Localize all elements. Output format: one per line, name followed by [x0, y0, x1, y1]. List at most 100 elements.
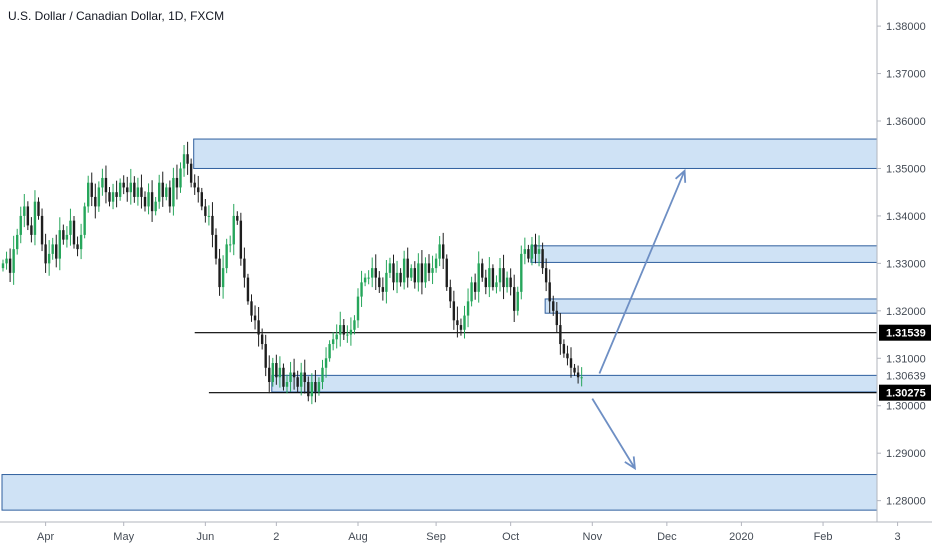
candle-body	[491, 268, 495, 288]
x-tick-label: 3	[895, 531, 901, 543]
candle-body	[495, 282, 498, 288]
y-tick-label: 1.38000	[886, 21, 926, 33]
candle-body	[417, 263, 420, 283]
candle-body	[307, 382, 310, 397]
candle	[438, 236, 441, 267]
x-tick-label: 2020	[729, 531, 753, 543]
candle-body	[527, 249, 530, 259]
candle	[133, 176, 136, 203]
candle	[374, 254, 377, 291]
candle	[37, 197, 40, 220]
candle-body	[431, 268, 434, 273]
candle	[449, 279, 452, 309]
candle	[111, 183, 115, 210]
x-tick-label: Nov	[583, 531, 603, 543]
candle-body	[37, 201, 40, 216]
x-tick-label: Dec	[657, 531, 677, 543]
candle-body	[314, 382, 317, 392]
candle-body	[339, 325, 342, 335]
y-tick-label: 1.31000	[886, 353, 926, 365]
y-tick-label: 1.33000	[886, 258, 926, 270]
candle	[335, 324, 338, 349]
candle-body	[218, 258, 221, 288]
candle	[523, 237, 527, 265]
candle	[395, 260, 399, 294]
candle	[388, 257, 392, 278]
candle	[136, 177, 140, 206]
x-tick-label: Apr	[37, 531, 54, 543]
candle-body	[97, 187, 101, 207]
candle-body	[434, 258, 438, 269]
candle	[165, 183, 168, 201]
candle-body	[427, 263, 431, 273]
supply-demand-zone-4	[1, 474, 878, 511]
candle-body	[353, 320, 356, 330]
candle-body	[161, 182, 164, 197]
candle-body	[44, 244, 47, 264]
x-tick-label: May	[113, 531, 134, 543]
candle	[402, 250, 406, 290]
candle	[87, 175, 90, 213]
x-tick-label: Oct	[502, 531, 519, 543]
candle	[445, 254, 448, 291]
candle-body	[147, 192, 150, 207]
candle	[62, 224, 65, 245]
candle-body	[65, 234, 69, 240]
candle-body	[8, 258, 12, 273]
candle	[431, 255, 434, 285]
y-tick-label: 1.36000	[886, 116, 926, 128]
candle	[385, 259, 388, 304]
candle	[360, 270, 363, 307]
candle-body	[126, 187, 129, 193]
candle-body	[442, 244, 445, 259]
candle-body	[378, 277, 381, 288]
supply-demand-zone-2	[544, 298, 878, 314]
candle	[193, 174, 196, 195]
candle	[548, 269, 551, 313]
candle-body	[576, 372, 580, 378]
candle-body	[94, 196, 97, 207]
candle	[378, 271, 381, 293]
candle	[264, 334, 267, 377]
candle-body	[509, 277, 512, 288]
candle-body	[268, 367, 271, 383]
projection-arrow-0	[598, 168, 687, 374]
y-tick-label: 1.35000	[886, 163, 926, 175]
candle-body	[360, 282, 363, 297]
candle-body	[101, 177, 104, 188]
candle-body	[58, 230, 61, 259]
candle	[491, 264, 495, 291]
candle-body	[562, 344, 566, 354]
candle	[381, 277, 385, 301]
candle-body	[285, 382, 289, 387]
candle-body	[420, 263, 424, 283]
candle	[456, 306, 459, 338]
candle	[314, 370, 317, 403]
candle-body	[544, 268, 548, 283]
x-tick-label: 2	[273, 531, 279, 543]
candle	[257, 306, 260, 347]
candle-body	[328, 344, 331, 359]
candle-body	[324, 358, 328, 368]
candle	[97, 181, 101, 212]
candle	[147, 183, 150, 215]
candle-body	[488, 268, 491, 288]
candle	[371, 257, 374, 288]
candle	[367, 270, 370, 285]
candle-body	[260, 334, 264, 345]
candle-body	[232, 215, 235, 245]
candle-body	[388, 263, 392, 273]
candle-body	[90, 182, 93, 197]
candle	[72, 215, 76, 249]
y-tick-label: 1.29000	[886, 448, 926, 460]
candle	[218, 248, 221, 296]
candle-body	[186, 154, 189, 164]
candle-body	[410, 268, 413, 278]
candle-body	[513, 287, 516, 311]
candle	[559, 313, 562, 355]
candle-body	[569, 358, 573, 368]
price-label-text: 1.30639	[886, 370, 926, 382]
candle	[33, 190, 37, 246]
